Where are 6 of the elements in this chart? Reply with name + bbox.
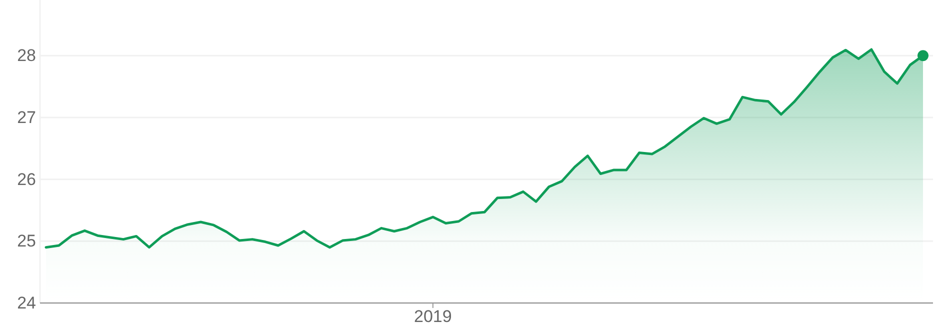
y-tick-label: 24 bbox=[17, 293, 36, 312]
y-tick-label: 26 bbox=[17, 170, 36, 189]
y-tick-label: 28 bbox=[17, 46, 36, 66]
x-tick-label: 2019 bbox=[414, 307, 452, 326]
y-tick-label: 25 bbox=[17, 232, 36, 251]
y-tick-label: 27 bbox=[17, 108, 36, 127]
